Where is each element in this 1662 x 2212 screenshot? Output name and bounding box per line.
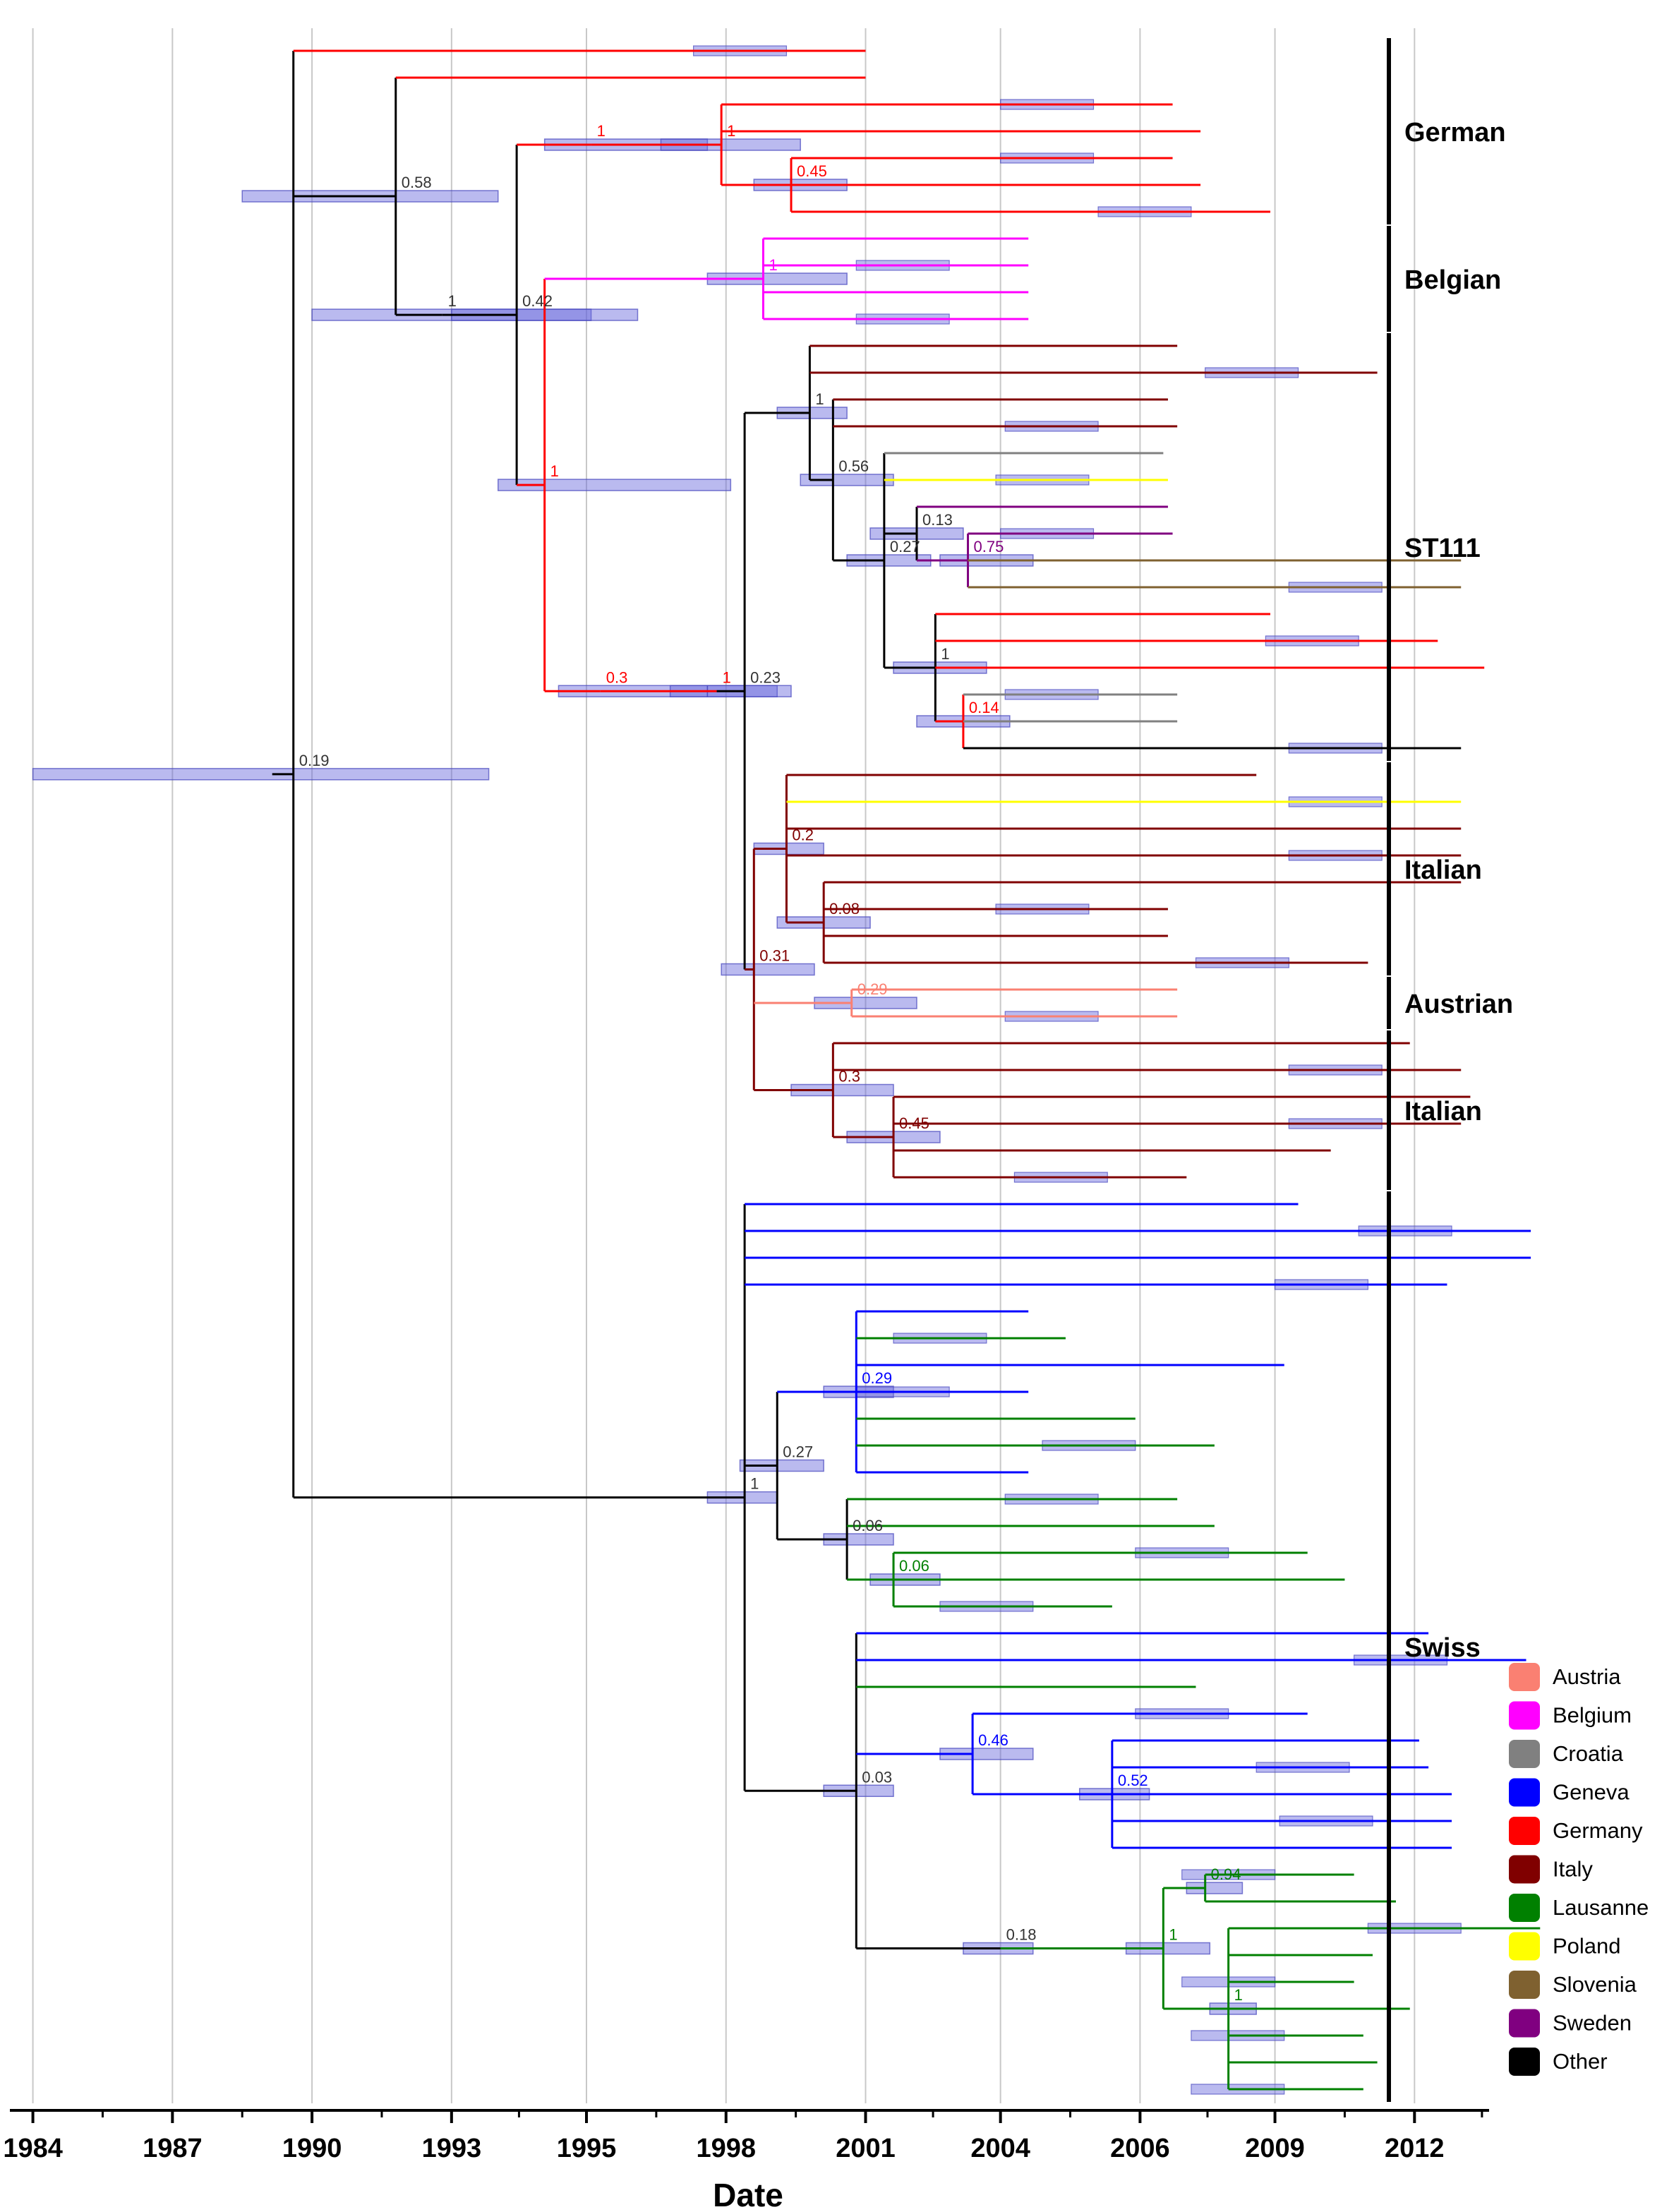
node-support-label: 1 xyxy=(723,668,731,686)
node-support-label: 0.03 xyxy=(862,1768,892,1786)
legend-label: Croatia xyxy=(1553,1741,1624,1766)
node-support-label: 0.2 xyxy=(792,827,814,844)
node-support-label: 1 xyxy=(750,1475,759,1493)
node-support-label: 0.58 xyxy=(402,174,432,191)
node-support-label: 0.13 xyxy=(922,511,953,529)
x-tick-label: 1993 xyxy=(422,2134,482,2163)
node-support-label: 1 xyxy=(727,122,735,140)
x-axis-ticks: 1984 1987 1990 1993 1995 1998 2001 2004 2006 2009… xyxy=(3,2110,1483,2163)
legend-label: Belgium xyxy=(1553,1703,1632,1728)
x-tick-label: 2012 xyxy=(1385,2134,1445,2163)
node-support-label: 0.08 xyxy=(829,900,860,918)
legend-label: Germany xyxy=(1553,1818,1643,1843)
x-tick-label: 2004 xyxy=(970,2134,1030,2163)
node-support-label: 0.45 xyxy=(899,1114,929,1132)
legend-swatch xyxy=(1509,1894,1540,1922)
legend-label: Poland xyxy=(1553,1934,1621,1959)
node-support-label: 0.27 xyxy=(890,538,920,555)
node-support-label: 0.29 xyxy=(857,980,888,998)
node-support-label: 0.14 xyxy=(969,699,999,716)
node-support-label: 1 xyxy=(1169,1926,1177,1944)
legend: Austria Belgium Croatia Geneva Germany Italy L… xyxy=(1509,1663,1649,2076)
clade-label: Italian xyxy=(1404,1097,1482,1126)
node-support-label: 0.56 xyxy=(838,457,869,475)
node-support-label: 1 xyxy=(448,292,457,310)
x-tick-label: 2006 xyxy=(1110,2134,1170,2163)
node-support-label: 0.52 xyxy=(1118,1772,1148,1789)
node-hpd-bar xyxy=(32,768,490,781)
x-tick-label: 1984 xyxy=(3,2134,63,2163)
node-hpd-bar xyxy=(739,1459,824,1472)
node-support-label: 0.46 xyxy=(978,1731,1008,1749)
legend-label: Austria xyxy=(1553,1664,1621,1689)
legend-swatch xyxy=(1509,1932,1540,1961)
x-tick-label: 1995 xyxy=(557,2134,617,2163)
node-support-label: 1 xyxy=(769,256,777,274)
node-support-label: 0.29 xyxy=(862,1369,892,1387)
node-support-label: 1 xyxy=(550,462,559,480)
clade-brackets: German Belgian ST111 Italian Austrian Italian… xyxy=(1387,38,1513,2102)
legend-swatch xyxy=(1509,1740,1540,1768)
clade-label: Austrian xyxy=(1404,990,1513,1019)
vertical-gridlines xyxy=(32,28,1416,2103)
node-hpd-bar xyxy=(721,963,815,976)
x-axis: 1984 1987 1990 1993 1995 1998 2001 2004 2006 2009… xyxy=(3,2109,1489,2163)
node-support-label: 0.18 xyxy=(1006,1926,1037,1944)
node-support-label: 0.75 xyxy=(974,538,1004,555)
legend-swatch xyxy=(1509,2009,1540,2038)
x-tick-label: 1998 xyxy=(696,2134,756,2163)
legend-swatch xyxy=(1509,1701,1540,1730)
legend-swatch xyxy=(1509,1663,1540,1691)
node-support-label: 0.94 xyxy=(1211,1865,1241,1883)
x-tick-label: 1987 xyxy=(143,2134,203,2163)
node-support-label: 0.31 xyxy=(759,947,790,965)
legend-label: Sweden xyxy=(1553,2011,1632,2036)
x-tick-label: 2001 xyxy=(836,2134,896,2163)
node-support-label: 1 xyxy=(597,122,606,140)
node-support-label: 0.27 xyxy=(783,1443,813,1461)
x-tick-label: 2009 xyxy=(1245,2134,1305,2163)
x-tick-label: 1990 xyxy=(282,2134,342,2163)
legend-label: Other xyxy=(1553,2049,1608,2074)
legend-swatch xyxy=(1509,1971,1540,1999)
legend-label: Italy xyxy=(1553,1857,1593,1882)
node-support-label: 0.06 xyxy=(853,1517,883,1534)
node-support-label: 0.19 xyxy=(299,752,330,769)
node-support-label: 0.23 xyxy=(750,668,781,686)
legend-swatch xyxy=(1509,2048,1540,2076)
node-support-label: 0.3 xyxy=(606,668,628,686)
clade-label: ST111 xyxy=(1404,534,1481,563)
clade-label: Swiss xyxy=(1404,1633,1481,1663)
node-support-label: 1 xyxy=(1234,1986,1243,2004)
node-support-label: 0.3 xyxy=(838,1068,860,1086)
clade-label: Belgian xyxy=(1404,265,1501,295)
legend-label: Slovenia xyxy=(1553,1972,1637,1997)
node-support-label: 0.45 xyxy=(797,162,827,180)
x-axis-title: Date xyxy=(713,2177,783,2212)
legend-swatch xyxy=(1509,1817,1540,1845)
legend-label: Geneva xyxy=(1553,1780,1630,1805)
tree-branches xyxy=(272,49,1541,2091)
legend-swatch xyxy=(1509,1855,1540,1884)
clade-label: German xyxy=(1404,118,1506,148)
node-support-label: 1 xyxy=(941,645,949,663)
clade-label: Italian xyxy=(1404,855,1482,885)
node-support-label: 1 xyxy=(815,390,824,408)
legend-swatch xyxy=(1509,1778,1540,1807)
node-support-label: 0.06 xyxy=(899,1557,929,1575)
legend-label: Lausanne xyxy=(1553,1895,1649,1920)
node-support-label: 0.42 xyxy=(522,292,553,310)
node-hpd-bar xyxy=(498,479,732,491)
